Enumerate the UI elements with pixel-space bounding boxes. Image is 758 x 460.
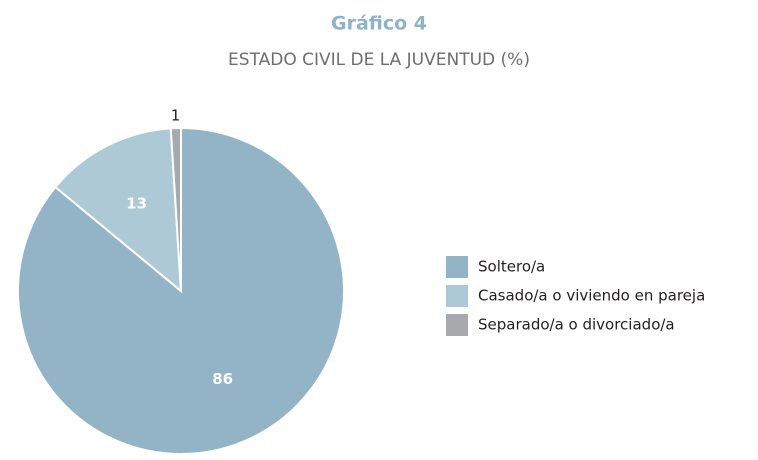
legend-swatch (446, 285, 468, 307)
chart-title: Gráfico 4 (331, 13, 427, 35)
legend-label: Separado/a o divorciado/a (478, 316, 675, 334)
legend-label: Soltero/a (478, 258, 545, 276)
data-label: 1 (171, 107, 181, 125)
data-label: 86 (212, 370, 233, 388)
legend-label: Casado/a o viviendo en pareja (478, 287, 705, 305)
pie-slice (169, 126, 182, 292)
data-label: 13 (126, 194, 147, 212)
legend-swatch (446, 256, 468, 278)
legend-swatch (446, 314, 468, 336)
chart-subtitle: ESTADO CIVIL DE LA JUVENTUD (%) (228, 50, 530, 70)
pie-slice (53, 127, 183, 294)
